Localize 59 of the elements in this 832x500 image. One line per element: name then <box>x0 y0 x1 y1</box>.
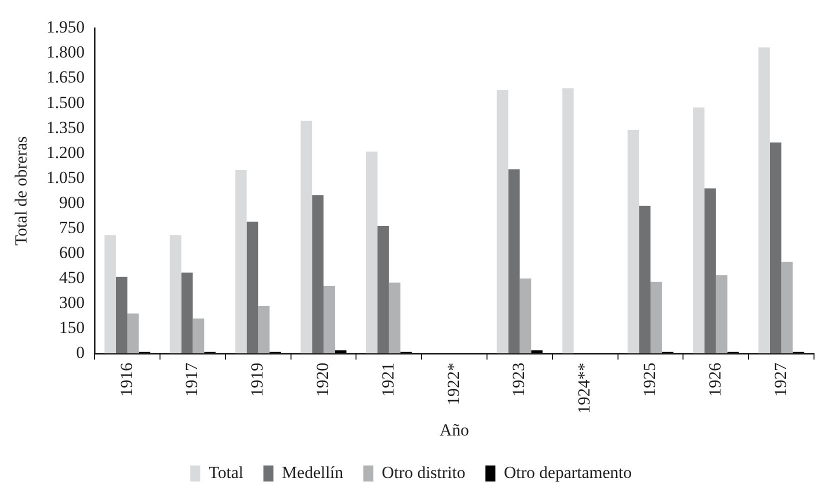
x-tick-label: 1919 <box>248 362 267 397</box>
bar <box>562 88 574 354</box>
bar <box>377 226 389 354</box>
bar <box>508 169 520 354</box>
bar <box>366 152 378 354</box>
y-tick-label: 900 <box>59 192 85 212</box>
y-tick-label: 1.800 <box>46 42 85 62</box>
bar <box>300 120 312 354</box>
bar <box>496 90 508 354</box>
y-tick-label: 1.350 <box>46 118 85 137</box>
bar <box>258 306 270 354</box>
y-tick-label: 450 <box>59 268 85 287</box>
legend-label: Medellín <box>282 462 344 482</box>
y-tick-label: 1.050 <box>46 168 85 187</box>
x-tick-label: 1921 <box>378 362 398 397</box>
x-tick-label: 1927 <box>770 362 790 397</box>
bar <box>388 282 400 354</box>
bar <box>704 188 716 354</box>
bar <box>758 47 770 354</box>
x-tick-label: 1923 <box>509 362 528 397</box>
y-tick-label: 1.650 <box>46 68 85 87</box>
y-tick-label: 600 <box>59 242 85 262</box>
x-tick-label: 1920 <box>313 362 332 397</box>
bar <box>324 286 335 354</box>
bar <box>781 262 793 354</box>
x-tick-label: 1924** <box>574 362 594 414</box>
y-tick-label: 0 <box>76 343 85 362</box>
bar <box>770 142 782 354</box>
bar <box>520 278 532 354</box>
x-tick-label: 1925 <box>640 362 659 397</box>
legend-label: Total <box>208 462 244 482</box>
bar <box>246 222 258 354</box>
bar <box>181 272 193 354</box>
x-tick-label: 1916 <box>116 362 136 397</box>
y-tick-label: 750 <box>59 218 85 237</box>
y-axis-title: Total de obreras <box>12 136 31 246</box>
legend-label: Otro departamento <box>504 462 632 482</box>
x-tick-label: 1922* <box>444 362 463 406</box>
bar <box>693 107 704 354</box>
y-tick-label: 1.500 <box>46 92 85 112</box>
x-tick-label: 1917 <box>182 362 202 397</box>
y-tick-label: 1.200 <box>46 142 85 162</box>
bar <box>127 314 139 354</box>
bar <box>639 206 651 354</box>
bar <box>192 318 204 354</box>
bar <box>235 170 247 354</box>
y-tick-label: 300 <box>59 293 85 312</box>
bar <box>312 195 324 354</box>
legend-label: Otro distrito <box>382 462 466 482</box>
bar <box>716 275 728 354</box>
x-tick-label: 1926 <box>705 362 724 397</box>
bar <box>170 235 182 354</box>
bar <box>116 276 128 354</box>
bar <box>650 282 662 354</box>
x-axis-title: Año <box>440 420 469 440</box>
y-tick-label: 1.950 <box>46 18 85 37</box>
y-tick-label: 150 <box>59 318 85 338</box>
bar <box>104 235 116 354</box>
bar <box>628 130 640 354</box>
